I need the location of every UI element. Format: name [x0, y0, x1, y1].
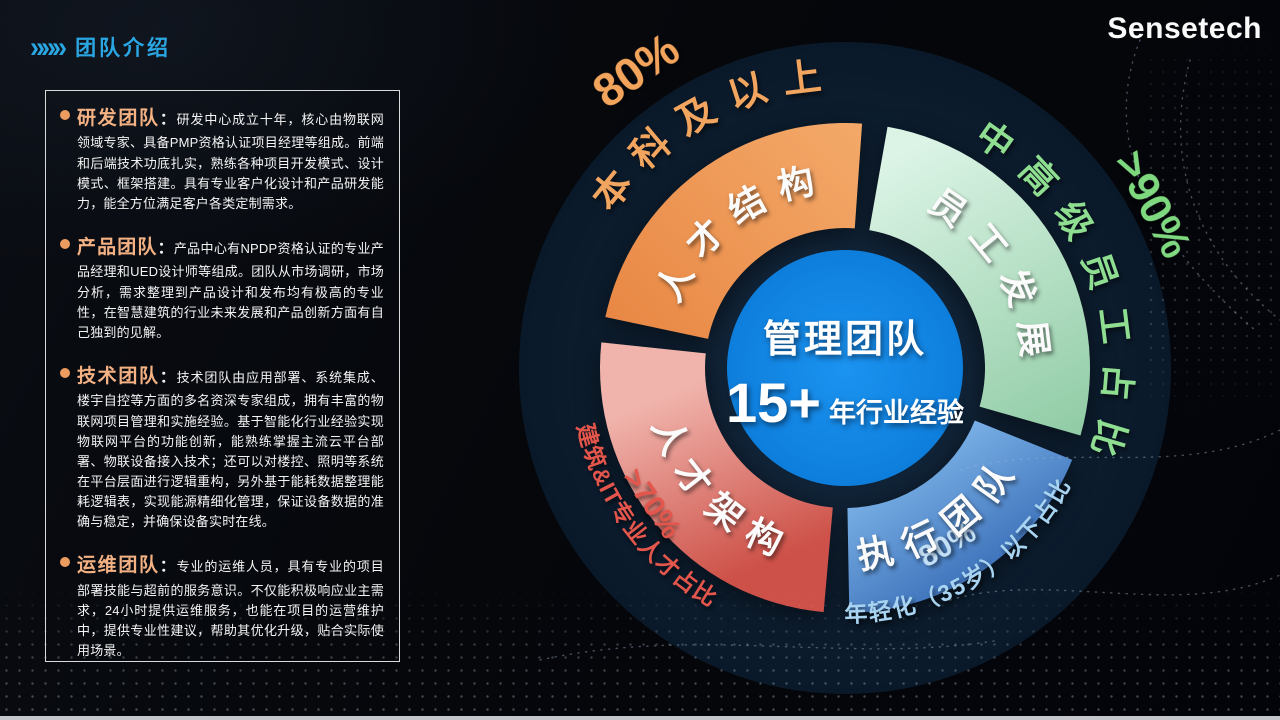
- team-item-body: 产品中心有NPDP资格认证的专业产品经理和UED设计师等组成。团队从市场调研，市…: [77, 241, 384, 340]
- team-item-colon: ：: [157, 240, 174, 257]
- bullet-icon: [60, 239, 70, 249]
- team-item-text: 技术团队：技术团队由应用部署、系统集成、楼宇自控等方面的多名资深专家组成，拥有丰…: [77, 362, 384, 532]
- segment-employee-development: [869, 126, 1090, 436]
- brand-logo: Sensetech: [1107, 12, 1262, 45]
- team-item: 研发团队：研发中心成立十年，核心由物联网领域专家、具备PMP资格认证项目经理等组…: [59, 104, 384, 214]
- hub-title: 管理团队: [763, 319, 927, 361]
- segment-talent-architecture: [600, 342, 833, 613]
- team-item-colon: ：: [159, 558, 177, 576]
- team-item-body: 研发中心成立十年，核心由物联网领域专家、具备PMP资格认证项目经理等组成。前端和…: [77, 112, 384, 211]
- page-title: 团队介绍: [75, 37, 172, 60]
- team-item-colon: ：: [159, 111, 177, 128]
- team-item-text: 产品团队：产品中心有NPDP资格认证的专业产品经理和UED设计师等组成。团队从市…: [77, 233, 384, 343]
- bullet-icon: [60, 368, 70, 378]
- team-item-title: 产品团队: [77, 237, 158, 258]
- team-item-body: 技术团队由应用部署、系统集成、楼宇自控等方面的多名资深专家组成，拥有丰富的物联网…: [77, 370, 384, 530]
- team-item: 技术团队：技术团队由应用部署、系统集成、楼宇自控等方面的多名资深专家组成，拥有丰…: [59, 362, 384, 532]
- chart-hub: [727, 250, 963, 486]
- segment-talent-structure: [605, 123, 863, 339]
- bullet-icon: [60, 557, 70, 568]
- team-panel: 研发团队：研发中心成立十年，核心由物联网领域专家、具备PMP资格认证项目经理等组…: [45, 90, 400, 662]
- team-item: 产品团队：产品中心有NPDP资格认证的专业产品经理和UED设计师等组成。团队从市…: [59, 233, 384, 343]
- bullet-icon: [60, 110, 70, 120]
- triple-chevron-icon: »»»: [30, 29, 67, 63]
- team-item-text: 研发团队：研发中心成立十年，核心由物联网领域专家、具备PMP资格认证项目经理等组…: [77, 104, 384, 214]
- team-item-title: 技术团队: [77, 366, 160, 387]
- team-item-title: 运维团队: [77, 555, 160, 577]
- team-item-text: 运维团队：专业的运维人员，具有专业的项目部署技能与超前的服务意识。不仅能积极响应…: [77, 551, 384, 661]
- team-item-title: 研发团队: [77, 108, 160, 129]
- team-item-body: 专业的运维人员，具有专业的项目部署技能与超前的服务意识。不仅能积极响应业主需求，…: [77, 559, 384, 659]
- segment-execution-team: [847, 420, 1073, 613]
- hub-value: 15+ 年行业经验: [726, 371, 964, 434]
- slide-header: »»» 团队介绍: [30, 32, 171, 62]
- team-item-colon: ：: [159, 369, 177, 386]
- bottom-strip: [0, 716, 1280, 720]
- team-item: 运维团队：专业的运维人员，具有专业的项目部署技能与超前的服务意识。不仅能积极响应…: [59, 551, 384, 661]
- team-list: 研发团队：研发中心成立十年，核心由物联网领域专家、具备PMP资格认证项目经理等组…: [59, 104, 384, 661]
